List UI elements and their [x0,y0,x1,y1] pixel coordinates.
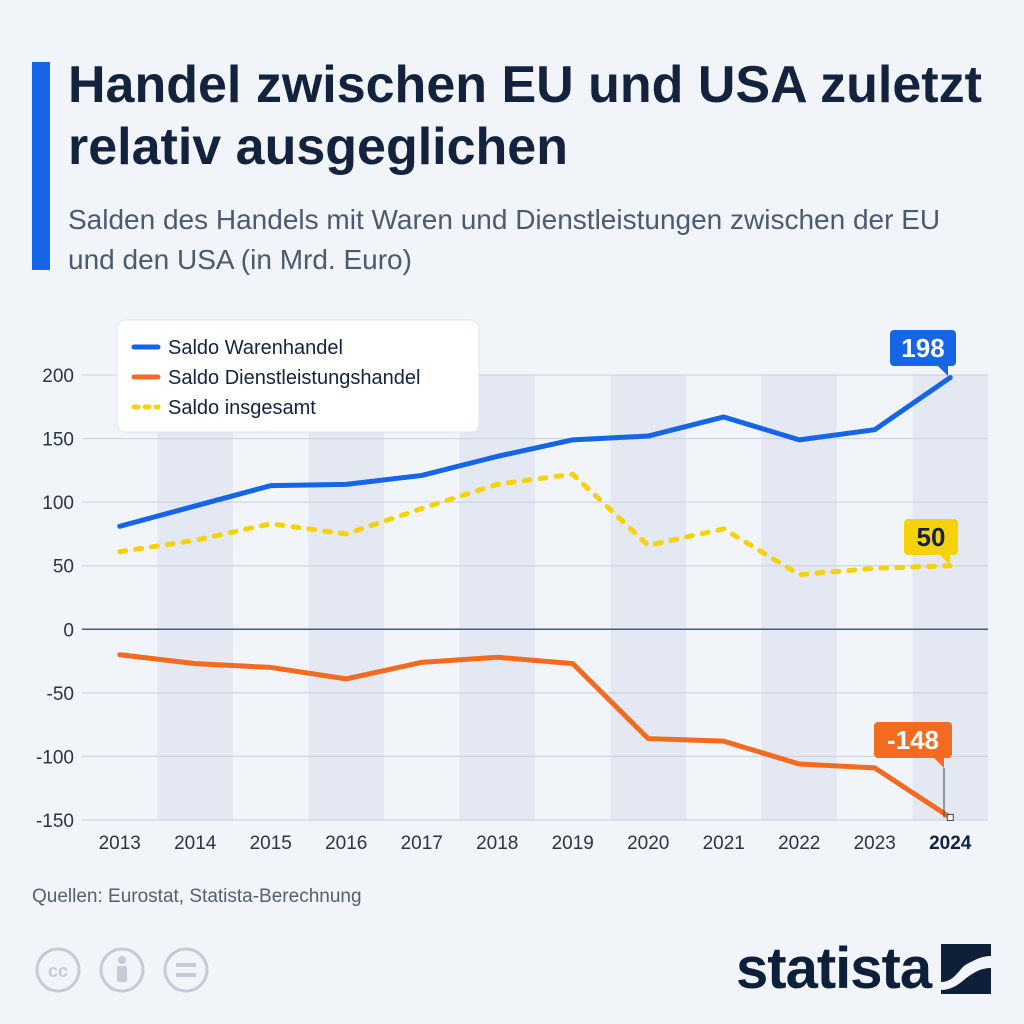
x-tick-label: 2014 [174,833,217,854]
column-band [308,375,384,820]
y-tick-label: -50 [47,684,74,705]
end-label-pointer [938,366,948,376]
statista-logo-icon [941,944,992,994]
y-tick-label: 100 [42,493,74,514]
legend: Saldo Warenhandel Saldo Dienstleistungsha… [116,319,480,433]
end-label-box [890,330,956,366]
end-label-marker [946,813,954,821]
x-tick-label: 2024 [929,833,972,854]
end-label-text: -148 [887,725,939,755]
y-tick-label: 150 [42,430,74,451]
x-tick-label: 2015 [250,833,292,854]
end-value-label: -148 [874,722,954,821]
end-label-box [904,519,958,555]
column-band [157,375,233,820]
y-tick-label: 200 [42,366,74,387]
y-tick-label: -100 [36,747,74,768]
legend-box [116,319,480,433]
x-tick-label: 2013 [99,833,141,854]
x-tick-label: 2022 [778,833,820,854]
legend-label: Saldo Dienstleistungshandel [168,367,420,389]
svg-text:cc: cc [48,961,68,981]
column-band [610,375,686,820]
end-value-label: 198 [890,330,956,376]
column-band [761,375,837,820]
end-label-pointer [940,555,950,565]
cc-icon: cc [35,947,81,993]
end-label-box [874,722,952,758]
y-tick-label: 0 [63,620,74,641]
legend-label: Saldo Warenhandel [168,337,343,359]
x-tick-label: 2020 [627,833,669,854]
chart-title: Handel zwischen EU und USA zuletzt relat… [68,56,982,176]
end-value-label: 50 [904,519,958,565]
attribution-icon [99,947,145,993]
source-note: Quellen: Eurostat, Statista-Berechnung [32,886,362,907]
end-label-pointer [934,758,944,768]
x-tick-label: 2019 [552,833,594,854]
no-derivatives-icon [163,947,209,993]
x-tick-label: 2018 [476,833,518,854]
license-icons: cc [35,947,209,993]
x-tick-label: 2016 [325,833,367,854]
accent-bar [32,62,50,270]
end-label-text: 198 [901,333,944,363]
chart-subtitle: Salden des Handels mit Waren und Dienstl… [68,204,941,275]
statista-logo: statista [736,934,992,1004]
end-label-text: 50 [917,522,946,552]
y-tick-label: 50 [53,557,74,578]
logo-text: statista [736,936,932,1001]
column-band [459,375,535,820]
line-chart: 200 150 100 50 0 -50 -100 -150 2013 2014 2015 2016 2… [36,319,988,854]
x-tick-label: 2023 [854,833,896,854]
x-tick-label: 2021 [703,833,745,854]
x-tick-label: 2017 [401,833,443,854]
y-tick-label: -150 [36,811,74,832]
legend-label: Saldo insgesamt [168,397,316,419]
series-line [117,652,953,820]
series-line [117,375,953,529]
